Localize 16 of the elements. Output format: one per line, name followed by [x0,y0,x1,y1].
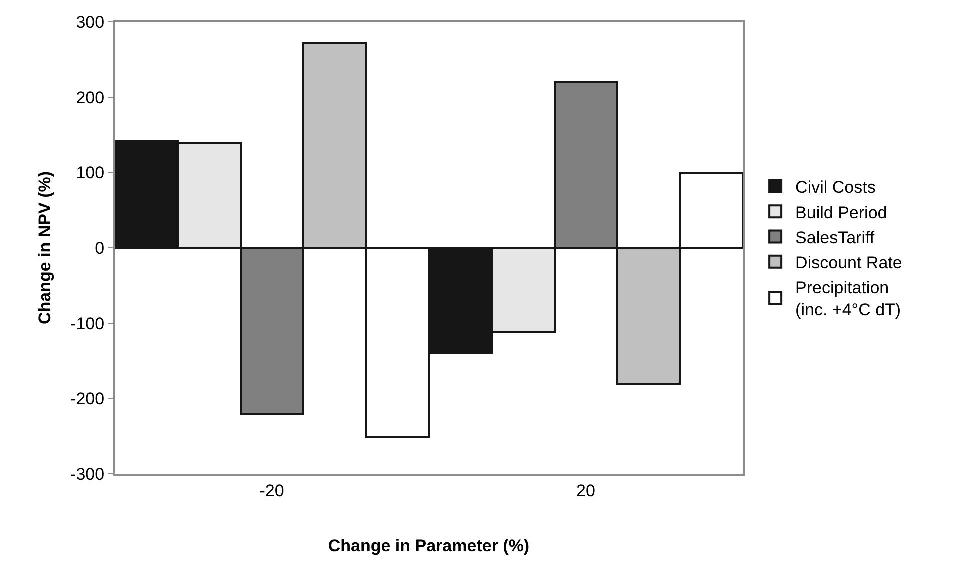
y-tick-label: -200 [70,390,105,409]
y-tick-label: 200 [76,88,105,108]
legend-label: Precipitation (inc. +4°C dT) [796,278,902,320]
y-tick-label: 300 [76,12,105,32]
y-tick-label: 100 [76,164,105,183]
x-tick-label: 20 [576,481,596,500]
x-axis-title: Change in Parameter (%) [328,536,530,556]
x-tick-label: -20 [260,481,284,500]
legend-label: Civil Costs [796,178,876,198]
legend-label: SalesTariff [796,228,875,248]
y-tick-label: 0 [95,238,105,258]
y-tick-label: -300 [70,464,105,484]
legend-label: Build Period [796,203,888,222]
legend-label: Discount Rate [796,253,902,272]
y-axis-title: Change in NPV (%) [36,171,55,325]
y-tick-label: -100 [70,314,105,334]
